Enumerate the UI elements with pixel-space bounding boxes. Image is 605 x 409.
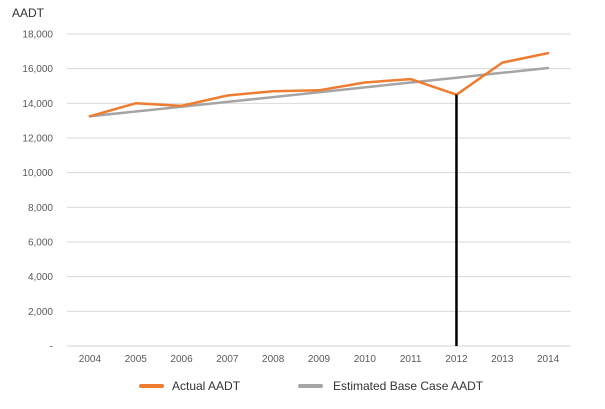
x-tick-label: 2009	[308, 354, 331, 365]
series-line-estimated	[88, 66, 550, 118]
gridlines	[67, 33, 571, 347]
x-tick-label: 2004	[79, 354, 102, 365]
series-lines	[88, 51, 550, 118]
x-tick-label: 2007	[216, 354, 239, 365]
y-tick-label: 10,000	[22, 168, 53, 179]
y-tick-label: 8,000	[28, 203, 53, 214]
y-tick-label: 14,000	[22, 99, 53, 110]
x-tick-label: 2005	[125, 354, 148, 365]
x-tick-label: 2010	[354, 354, 377, 365]
y-tick-label: -	[50, 342, 53, 353]
legend-label-actual: Actual AADT	[172, 379, 241, 393]
x-tick-label: 2012	[445, 354, 468, 365]
y-tick-label: 12,000	[22, 134, 53, 145]
x-tick-label: 2013	[491, 354, 514, 365]
legend-label-estimated: Estimated Base Case AADT	[333, 379, 484, 393]
y-tick-label: 2,000	[28, 307, 53, 318]
legend: Actual AADT Estimated Base Case AADT	[139, 379, 484, 393]
y-tick-label: 6,000	[28, 238, 53, 249]
x-tick-label: 2011	[400, 354, 422, 365]
series-line-actual	[88, 51, 550, 118]
x-tick-label: 2008	[262, 354, 285, 365]
x-tick-label: 2014	[537, 354, 560, 365]
y-axis-label: AADT	[12, 6, 45, 20]
y-tick-label: 4,000	[28, 272, 53, 283]
x-axis-ticks: 2004 2005 2006 2007 2008 2009 2010 2011 2012 2013…	[79, 354, 560, 365]
y-tick-label: 18,000	[22, 30, 53, 41]
x-tick-label: 2006	[170, 354, 193, 365]
y-axis-ticks: - 2,000 4,000 6,000 8,000 10,000 12,000 14,000 1…	[22, 30, 53, 353]
y-tick-label: 16,000	[22, 64, 53, 75]
